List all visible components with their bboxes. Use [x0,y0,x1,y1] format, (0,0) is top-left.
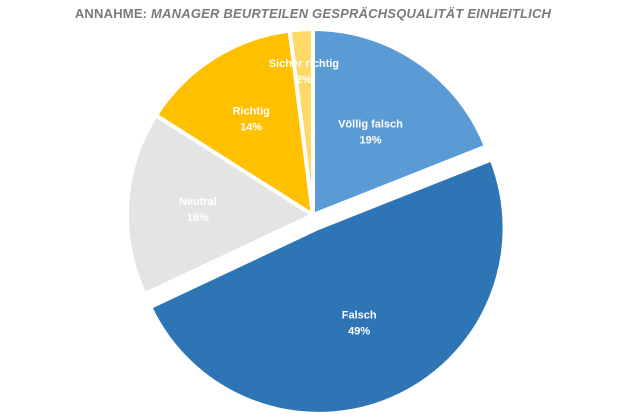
slice-value-falsch: 49% [348,326,370,338]
slice-labels: Völlig falsch 19% Falsch 49% Neutral 16% Richt… [179,58,403,338]
pie-slice-richtig [153,28,315,217]
pie-slice-falsch [148,157,507,416]
slice-value-voellig-falsch: 19% [359,134,381,146]
slice-value-richtig: 14% [240,122,262,134]
slice-label-neutral: Neutral [179,196,217,208]
pie-slice-neutral [125,113,315,297]
slice-label-sicher-richtig: Sicher richtig [269,58,339,70]
slice-value-sicher-richtig: 2% [296,74,312,86]
slice-value-neutral: 16% [187,212,209,224]
chart-title: ANNAHME: MANAGER BEURTEILEN GESPRÄCHSQUA… [0,6,626,21]
pie-slice-sicher-richtig [287,27,315,217]
slice-label-voellig-falsch: Völlig falsch [338,118,403,130]
chart-title-emphasis: MANAGER BEURTEILEN GESPRÄCHSQUALITÄT EIN… [151,6,552,21]
slice-label-richtig: Richtig [233,106,270,118]
pie-slice-voellig-falsch [311,27,488,217]
slice-label-falsch: Falsch [342,310,377,322]
chart-title-prefix: ANNAHME: [74,6,148,21]
